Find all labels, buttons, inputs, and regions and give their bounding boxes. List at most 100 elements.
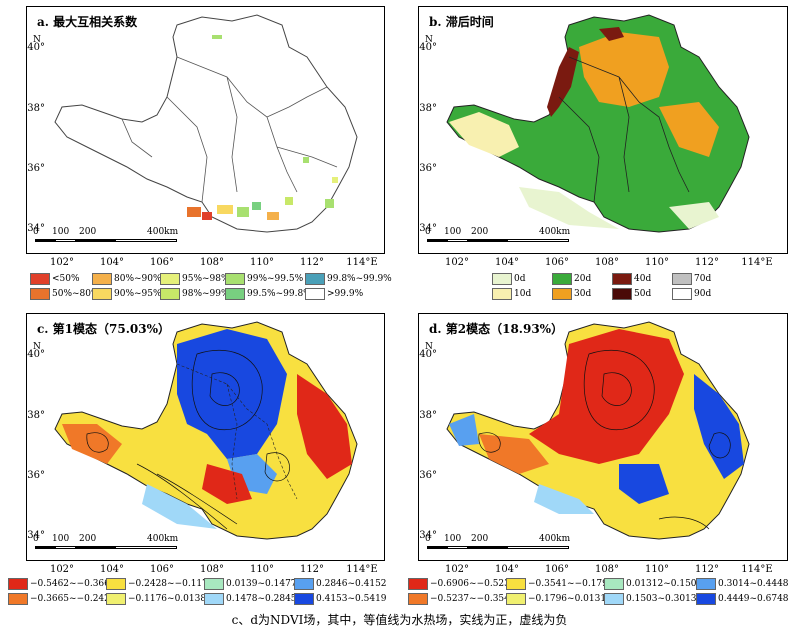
scale-bar: 0 100 200 400km bbox=[33, 227, 195, 243]
lon-tick-label: 106° bbox=[149, 564, 175, 575]
scale-bar: 0 100 200 400km bbox=[425, 534, 587, 550]
scale-bar: 0 100 200 400km bbox=[33, 534, 195, 550]
panel-title: a. 最大互相关系数 bbox=[37, 15, 138, 29]
figure-caption: c、d为NDVI场，其中，等值线为水热场，实线为正，虚线为负 bbox=[231, 613, 568, 627]
legend-item: >99.9% bbox=[305, 288, 363, 300]
correlation-patch bbox=[252, 202, 261, 210]
mode-negative-high bbox=[297, 374, 352, 479]
legend-swatch bbox=[408, 593, 428, 605]
legend-swatch bbox=[8, 593, 28, 605]
lon-tick-label: 108° bbox=[199, 564, 225, 575]
lon-tick-label: 112° bbox=[299, 257, 325, 268]
lon-tick-label: 114°E bbox=[346, 564, 378, 575]
lat-tick-label: 34° bbox=[27, 530, 45, 541]
legend-swatch bbox=[612, 273, 632, 285]
lon-tick-label: 110° bbox=[249, 257, 275, 268]
scale-label: 400km bbox=[539, 534, 571, 544]
lon-tick-label: 104° bbox=[99, 257, 125, 268]
scale-label: 100 bbox=[444, 227, 462, 237]
legend-item: 70d bbox=[672, 273, 711, 285]
lag-patch-30d bbox=[659, 102, 719, 157]
legend-swatch bbox=[696, 578, 716, 590]
province-boundary bbox=[121, 56, 338, 203]
mode-near-zero bbox=[534, 484, 594, 514]
correlation-patch bbox=[217, 205, 233, 214]
legend-swatch bbox=[106, 578, 126, 590]
legend-swatch bbox=[604, 578, 624, 590]
legend-swatch bbox=[492, 273, 512, 285]
lat-tick-label: 36° bbox=[419, 163, 437, 174]
correlation-patch bbox=[325, 199, 334, 208]
lon-tick-label: 104° bbox=[99, 564, 125, 575]
lat-tick-label: 40° bbox=[27, 42, 45, 53]
legend-swatch bbox=[408, 578, 428, 590]
legend-swatch bbox=[604, 593, 624, 605]
scale-label: 100 bbox=[52, 534, 70, 544]
province-boundary bbox=[558, 56, 690, 203]
legend-item: 0.4153~0.5419 bbox=[294, 593, 387, 605]
lag-region bbox=[446, 14, 750, 233]
lat-tick-label: 34° bbox=[419, 223, 437, 234]
legend-item: −0.1176~0.0138 bbox=[106, 593, 206, 605]
legend-item: 99.8%~99.9% bbox=[305, 273, 392, 285]
legend-swatch bbox=[696, 593, 716, 605]
legend-swatch bbox=[225, 288, 245, 300]
legend-item: 0.1478~0.2845 bbox=[204, 593, 297, 605]
mode-positive-high bbox=[694, 374, 744, 479]
scale-label: 0 bbox=[33, 227, 39, 237]
legend-item: 99%~99.5% bbox=[225, 273, 303, 285]
mode-negative-mid bbox=[62, 424, 122, 464]
scale-label: 100 bbox=[52, 227, 70, 237]
scale-label: 200 bbox=[79, 227, 97, 237]
legend-swatch bbox=[160, 288, 180, 300]
lon-tick-label: 106° bbox=[544, 564, 570, 575]
map-b-graphic bbox=[446, 14, 750, 233]
legend-b: 0d 20d 40d 70d 10d 30d 50d 90d bbox=[492, 273, 792, 303]
lon-tick-label: 102° bbox=[49, 257, 75, 268]
scale-label: 400km bbox=[539, 227, 571, 237]
region-outline bbox=[54, 14, 358, 233]
lon-tick-label: 104° bbox=[494, 564, 520, 575]
north-label: N bbox=[33, 35, 41, 45]
map-frame-b: b. 滞后时间 N 40° 38° 36° 34° 0 100 200 400k… bbox=[418, 6, 788, 254]
scale-label: 200 bbox=[471, 227, 489, 237]
legend-swatch bbox=[552, 288, 572, 300]
lat-tick-label: 38° bbox=[419, 103, 437, 114]
legend-item: 50%~80% bbox=[30, 288, 100, 300]
legend-item: 40d bbox=[612, 273, 651, 285]
legend-swatch bbox=[492, 288, 512, 300]
legend-swatch bbox=[30, 288, 50, 300]
contour-lines bbox=[86, 350, 290, 530]
lag-patch-30d bbox=[579, 32, 669, 107]
lag-patch-40d bbox=[599, 27, 624, 41]
lag-patch-0d bbox=[519, 187, 619, 229]
legend-swatch bbox=[92, 288, 112, 300]
legend-swatch bbox=[160, 273, 180, 285]
legend-item: −0.2428~−0.1177 bbox=[106, 578, 214, 590]
correlation-patch bbox=[212, 35, 222, 39]
legend-item: 0.3014~0.4448 bbox=[696, 578, 789, 590]
lon-tick-label: 102° bbox=[444, 564, 470, 575]
lon-tick-label: 102° bbox=[444, 257, 470, 268]
legend-swatch bbox=[305, 273, 325, 285]
scale-label: 200 bbox=[79, 534, 97, 544]
scale-label: 0 bbox=[33, 534, 39, 544]
legend-swatch bbox=[294, 578, 314, 590]
legend-d: −0.6906~−0.5238 −0.3541~−0.1797 0.01312~… bbox=[408, 578, 798, 608]
lat-tick-label: 34° bbox=[419, 530, 437, 541]
lon-tick-label: 108° bbox=[199, 257, 225, 268]
lag-patch-0d bbox=[669, 202, 719, 229]
map-frame-a: a. 最大互相关系数 N 40° 38° 36° 34° 0 100 200 4… bbox=[26, 6, 385, 254]
legend-item: −0.3665~−0.2429 bbox=[8, 593, 116, 605]
legend-item: 99.5%~99.8% bbox=[225, 288, 312, 300]
north-label: N bbox=[425, 342, 433, 352]
legend-swatch bbox=[106, 593, 126, 605]
legend-swatch bbox=[672, 288, 692, 300]
lon-tick-label: 114°E bbox=[741, 564, 773, 575]
lon-tick-label: 112° bbox=[694, 564, 720, 575]
lag-patch-40d bbox=[547, 47, 579, 117]
legend-swatch bbox=[8, 578, 28, 590]
north-label: N bbox=[425, 35, 433, 45]
lon-tick-label: 108° bbox=[594, 257, 620, 268]
lat-tick-label: 40° bbox=[27, 349, 45, 360]
